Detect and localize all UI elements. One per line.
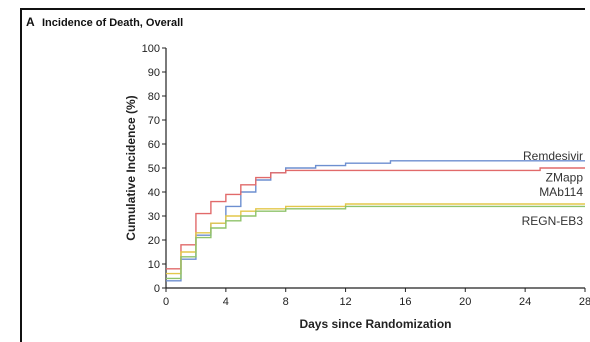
- x-tick-label: 24: [519, 296, 531, 308]
- series-line-zmapp: [166, 167, 585, 270]
- x-tick-label: 12: [339, 296, 351, 308]
- y-tick-label: 90: [148, 67, 160, 79]
- y-tick-label: 70: [148, 115, 160, 127]
- figure-frame: [20, 8, 585, 342]
- chart-title: Incidence of Death, Overall: [42, 17, 183, 29]
- series-line-regn-eb3: [166, 205, 585, 280]
- legend-label-zmapp: ZMapp: [546, 171, 584, 185]
- x-tick-label: 8: [283, 296, 289, 308]
- series-lines: [166, 160, 585, 282]
- y-tick-label: 20: [148, 235, 160, 247]
- plot-area: 0 10 20 30 40 50 60 70 80 90 100 0 4 8 12 16 20 24 28 Rem…: [142, 43, 590, 308]
- x-tick-label: 4: [223, 296, 229, 308]
- y-tick-label: 80: [148, 91, 160, 103]
- y-tick-label: 50: [148, 163, 160, 175]
- x-tick-label: 16: [399, 296, 411, 308]
- y-tick-label: 60: [148, 139, 160, 151]
- x-tick-label: 0: [163, 296, 169, 308]
- panel-letter: A: [26, 15, 35, 29]
- legend-label-mab114: MAb114: [539, 185, 583, 199]
- x-ticks: 0 4 8 12 16 20 24 28: [163, 288, 590, 308]
- legend-label-regn-eb3: REGN-EB3: [522, 214, 584, 228]
- y-tick-label: 0: [154, 283, 160, 295]
- y-tick-label: 40: [148, 187, 160, 199]
- y-tick-label: 30: [148, 211, 160, 223]
- x-tick-label: 28: [579, 296, 590, 308]
- y-tick-label: 10: [148, 259, 160, 271]
- y-axis-label: Cumulative Incidence (%): [124, 95, 138, 240]
- x-axis-label: Days since Randomization: [299, 317, 451, 331]
- y-ticks: 0 10 20 30 40 50 60 70 80 90 100: [142, 43, 166, 295]
- y-tick-label: 100: [142, 43, 160, 55]
- x-tick-label: 20: [459, 296, 471, 308]
- legend-label-remdesivir: Remdesivir: [523, 149, 583, 163]
